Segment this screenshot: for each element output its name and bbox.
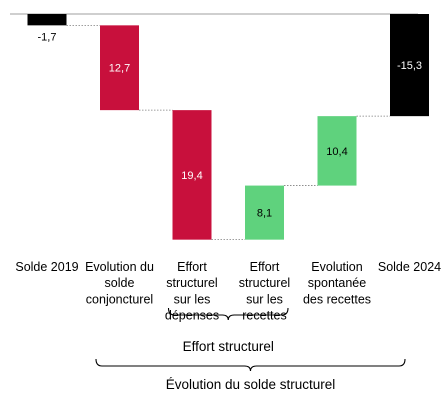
bar (245, 185, 284, 240)
category-label: Effort structurel sur les dépenses (165, 260, 219, 323)
bar (100, 25, 139, 111)
data-label: 8,1 (257, 208, 272, 220)
bar (317, 116, 357, 186)
group-label: Évolution du solde structurel (166, 377, 336, 392)
bar (390, 14, 429, 117)
category-label: Effort structurel sur les recettes (239, 260, 290, 323)
bar (27, 14, 67, 26)
bar (172, 110, 212, 240)
group-brace (167, 307, 289, 321)
category-label: Solde 2019 (15, 260, 78, 274)
category-label: Solde 2024 (378, 260, 441, 274)
data-label: 10,4 (326, 146, 347, 158)
data-label: -1,7 (38, 31, 57, 43)
group-label: Effort structurel (183, 339, 274, 354)
data-label: 12,7 (109, 63, 130, 75)
data-label: 19,4 (181, 170, 202, 182)
category-label: Evolution du solde conjoncturel (85, 260, 154, 306)
group-brace (95, 358, 406, 372)
data-label: -15,3 (397, 60, 422, 72)
category-label: Evolution spontanée des recettes (303, 260, 371, 306)
